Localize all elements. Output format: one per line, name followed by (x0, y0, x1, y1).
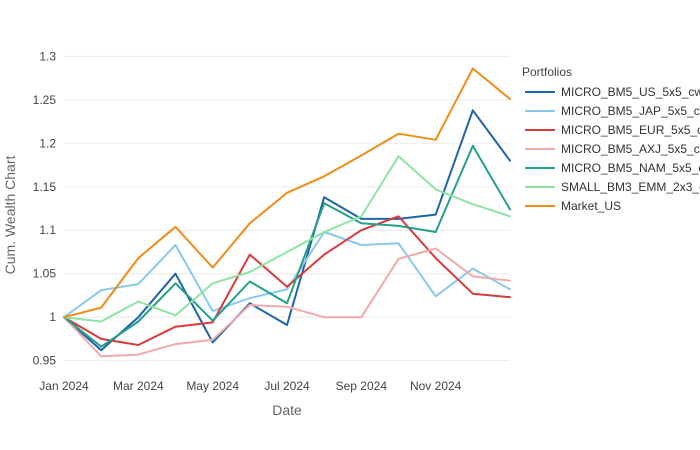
legend-title: Portfolios (522, 65, 572, 79)
legend-label: MICRO_BM5_EUR_5x5_cw (561, 123, 700, 137)
y-tick-label: 1.1 (39, 223, 56, 237)
y-tick-label: 0.95 (33, 354, 57, 368)
y-axis-title: Cum. Wealth Chart (2, 155, 18, 274)
series-line-micro-bm5-us-5x5-cw (63, 109, 511, 352)
y-axis: 0.95 1 1.05 1.1 1.15 1.2 1.25 1.3 (33, 49, 57, 367)
legend-item-small-bm3-emm-2x3-cw[interactable]: SMALL_BM3_EMM_2x3_cw (525, 180, 700, 194)
legend-label: SMALL_BM3_EMM_2x3_cw (561, 180, 700, 194)
x-tick-label: Sep 2024 (336, 379, 388, 393)
x-axis-title: Date (272, 402, 302, 418)
x-tick-label: Mar 2024 (113, 379, 164, 393)
series-line-micro-bm5-axj-5x5-cw (63, 247, 511, 358)
legend-item-micro-bm5-eur-5x5-cw[interactable]: MICRO_BM5_EUR_5x5_cw (525, 123, 700, 137)
legend-label: Market_US (561, 199, 621, 213)
x-tick-label: Jan 2024 (39, 379, 89, 393)
series-line-micro-bm5-nam-5x5-cw (63, 144, 511, 348)
legend-items: MICRO_BM5_US_5x5_cw MICRO_BM5_JAP_5x5_cw M… (525, 85, 700, 213)
y-tick-label: 1.3 (39, 49, 56, 63)
y-tick-label: 1.25 (33, 93, 57, 107)
series-lines (63, 67, 511, 358)
series-line-micro-bm5-eur-5x5-cw (63, 215, 511, 346)
x-tick-label: May 2024 (186, 379, 239, 393)
y-tick-label: 1.05 (33, 267, 57, 281)
y-tick-label: 1.2 (39, 136, 56, 150)
legend-label: MICRO_BM5_AXJ_5x5_cw (561, 142, 700, 156)
legend-item-micro-bm5-jap-5x5-cw[interactable]: MICRO_BM5_JAP_5x5_cw (525, 104, 700, 118)
y-tick-label: 1 (49, 310, 56, 324)
gridlines (64, 55, 510, 362)
legend-label: MICRO_BM5_NAM_5x5_cw (561, 161, 700, 175)
legend-item-micro-bm5-nam-5x5-cw[interactable]: MICRO_BM5_NAM_5x5_cw (525, 161, 700, 175)
legend-item-market-us[interactable]: Market_US (525, 199, 621, 213)
x-tick-label: Jul 2024 (264, 379, 310, 393)
series-line-micro-bm5-jap-5x5-cw (63, 231, 511, 319)
series-line-market-us (63, 67, 511, 319)
legend-label: MICRO_BM5_JAP_5x5_cw (561, 104, 700, 118)
legend[interactable]: Portfolios MICRO_BM5_US_5x5_cwMICRO_BM5_… (522, 65, 700, 213)
legend-item-micro-bm5-us-5x5-cw[interactable]: MICRO_BM5_US_5x5_cw (525, 85, 700, 99)
x-tick-label: Nov 2024 (410, 379, 462, 393)
y-tick-label: 1.15 (33, 180, 57, 194)
legend-label: MICRO_BM5_US_5x5_cw (561, 85, 700, 99)
legend-item-micro-bm5-axj-5x5-cw[interactable]: MICRO_BM5_AXJ_5x5_cw (525, 142, 700, 156)
series-line-small-bm3-emm-2x3-cw (63, 155, 511, 323)
x-axis: Jan 2024 Mar 2024 May 2024 Jul 2024 Sep 2024… (39, 379, 461, 393)
